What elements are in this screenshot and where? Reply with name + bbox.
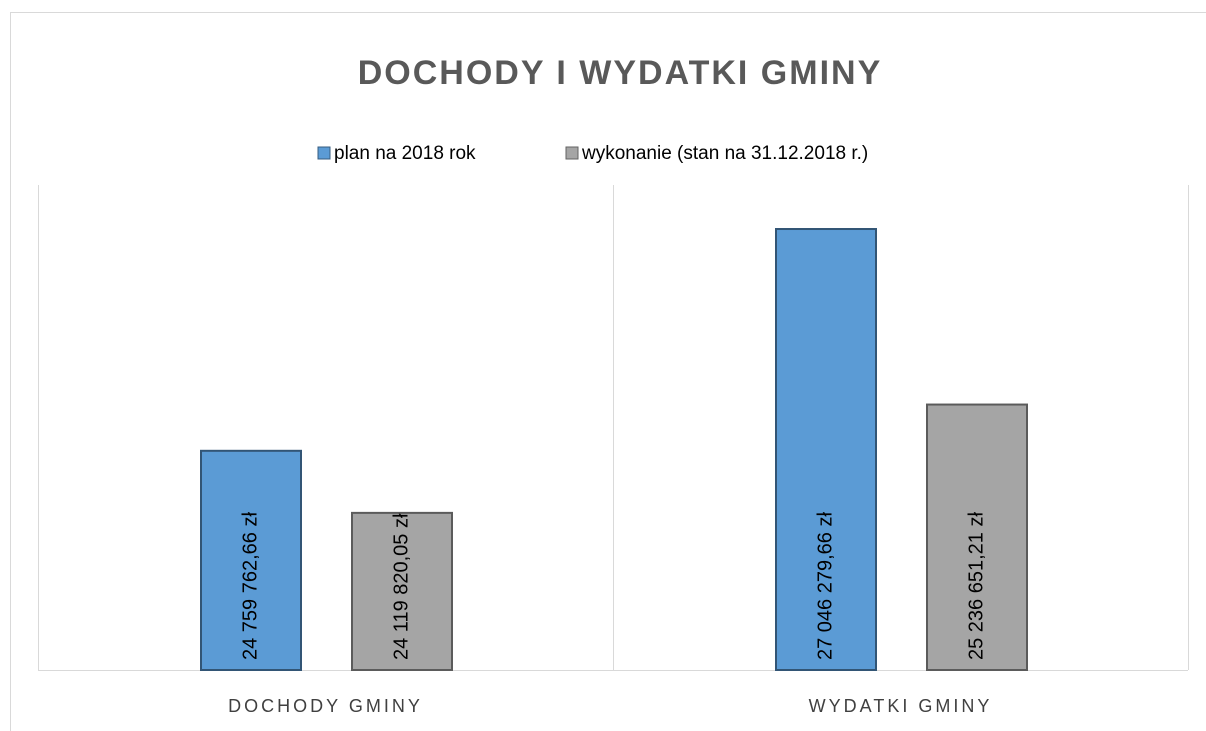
legend-label: plan na 2018 rok (334, 143, 476, 164)
x-tick-label: WYDATKI GMINY (809, 696, 993, 716)
data-label: 27 046 279,66 zł (814, 512, 836, 660)
chart-title: DOCHODY I WYDATKI GMINY (358, 54, 883, 92)
bar (775, 228, 877, 672)
legend-swatch (317, 146, 331, 160)
bar (351, 511, 453, 671)
x-tick-label: DOCHODY GMINY (228, 696, 423, 716)
bar (200, 449, 302, 671)
data-label: 24 759 762,66 zł (239, 512, 261, 660)
legend-label: wykonanie (stan na 31.12.2018 r.) (581, 143, 868, 164)
data-label: 24 119 820,05 zł (390, 513, 412, 660)
legend-swatch (565, 146, 579, 160)
chart-border (10, 12, 1206, 731)
data-label: 25 236 651,21 zł (965, 512, 987, 660)
bar (926, 403, 1028, 671)
